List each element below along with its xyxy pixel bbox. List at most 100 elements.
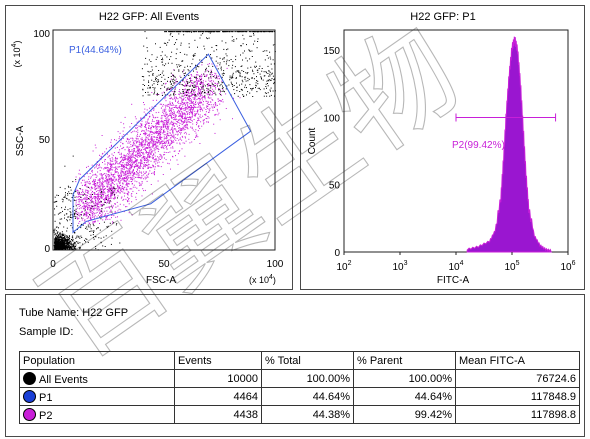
event-point (201, 64, 203, 66)
event-point (217, 62, 219, 64)
event-point (78, 173, 80, 175)
event-point (99, 212, 100, 214)
event-point (152, 144, 153, 146)
event-point (179, 103, 181, 105)
event-point (119, 189, 121, 191)
event-point (122, 147, 124, 149)
event-point (182, 121, 184, 123)
event-point (191, 75, 193, 77)
event-point (163, 134, 165, 136)
event-point (85, 183, 87, 185)
event-point (72, 235, 74, 237)
event-point (198, 92, 200, 94)
event-point (106, 166, 108, 168)
event-point (203, 107, 205, 109)
event-point (157, 156, 159, 158)
event-point (93, 183, 95, 185)
event-point (196, 106, 198, 108)
event-point (166, 121, 168, 123)
event-point (200, 108, 202, 110)
event-point (168, 139, 170, 141)
event-point (117, 216, 118, 218)
event-point (101, 196, 103, 198)
event-point (111, 189, 113, 191)
event-point (164, 116, 166, 118)
event-point (94, 215, 96, 217)
event-point (140, 150, 142, 152)
event-point (183, 102, 185, 104)
event-point (93, 201, 95, 203)
event-point (156, 121, 158, 123)
event-point (141, 143, 143, 145)
event-point (185, 83, 186, 85)
event-point (199, 92, 201, 94)
event-point (146, 123, 148, 125)
event-point (145, 125, 146, 127)
event-point (162, 174, 164, 175)
event-point (77, 212, 79, 214)
event-point (108, 190, 109, 192)
event-point (150, 61, 152, 62)
event-point (241, 70, 243, 72)
event-point (187, 89, 188, 91)
event-point (84, 210, 86, 212)
event-point (125, 206, 126, 208)
event-point (96, 206, 98, 208)
event-point (86, 211, 88, 213)
event-point (93, 192, 95, 193)
event-point (72, 239, 74, 241)
event-point (171, 128, 173, 130)
event-point (137, 147, 139, 149)
event-point (186, 89, 188, 91)
event-point (130, 165, 132, 167)
event-point (67, 216, 69, 218)
event-point (232, 31, 234, 33)
event-point (205, 111, 207, 113)
event-point (175, 99, 177, 101)
event-point (107, 174, 109, 176)
event-point (102, 183, 104, 185)
event-point (89, 209, 91, 210)
event-point (141, 130, 143, 132)
event-point (148, 127, 150, 129)
event-point (208, 85, 210, 87)
event-point (210, 90, 212, 92)
event-point (62, 199, 64, 201)
event-point (181, 135, 183, 137)
event-point (123, 154, 125, 156)
event-point (90, 211, 92, 213)
event-point (122, 177, 124, 179)
event-point (108, 188, 110, 190)
event-point (173, 123, 174, 124)
event-point (146, 174, 148, 176)
event-point (120, 172, 122, 174)
event-point (78, 205, 80, 207)
event-point (143, 117, 145, 119)
event-point (98, 179, 100, 181)
event-point (87, 209, 89, 211)
event-point (157, 123, 159, 125)
event-point (96, 216, 98, 218)
event-point (172, 113, 174, 115)
event-point (213, 84, 215, 86)
event-point (180, 120, 182, 122)
event-point (64, 242, 65, 244)
event-point (124, 163, 126, 165)
event-point (123, 168, 125, 170)
event-point (96, 197, 98, 199)
event-point (189, 96, 191, 98)
event-point (257, 71, 259, 73)
event-point (174, 150, 176, 152)
event-point (148, 172, 150, 174)
event-point (149, 128, 151, 129)
event-point (62, 201, 64, 203)
event-point (74, 246, 76, 248)
event-point (138, 148, 140, 150)
event-point (138, 167, 139, 169)
event-point (59, 233, 61, 235)
event-point (175, 106, 177, 108)
event-point (78, 208, 80, 210)
event-point (249, 58, 251, 60)
event-point (185, 117, 187, 119)
event-point (108, 186, 110, 188)
